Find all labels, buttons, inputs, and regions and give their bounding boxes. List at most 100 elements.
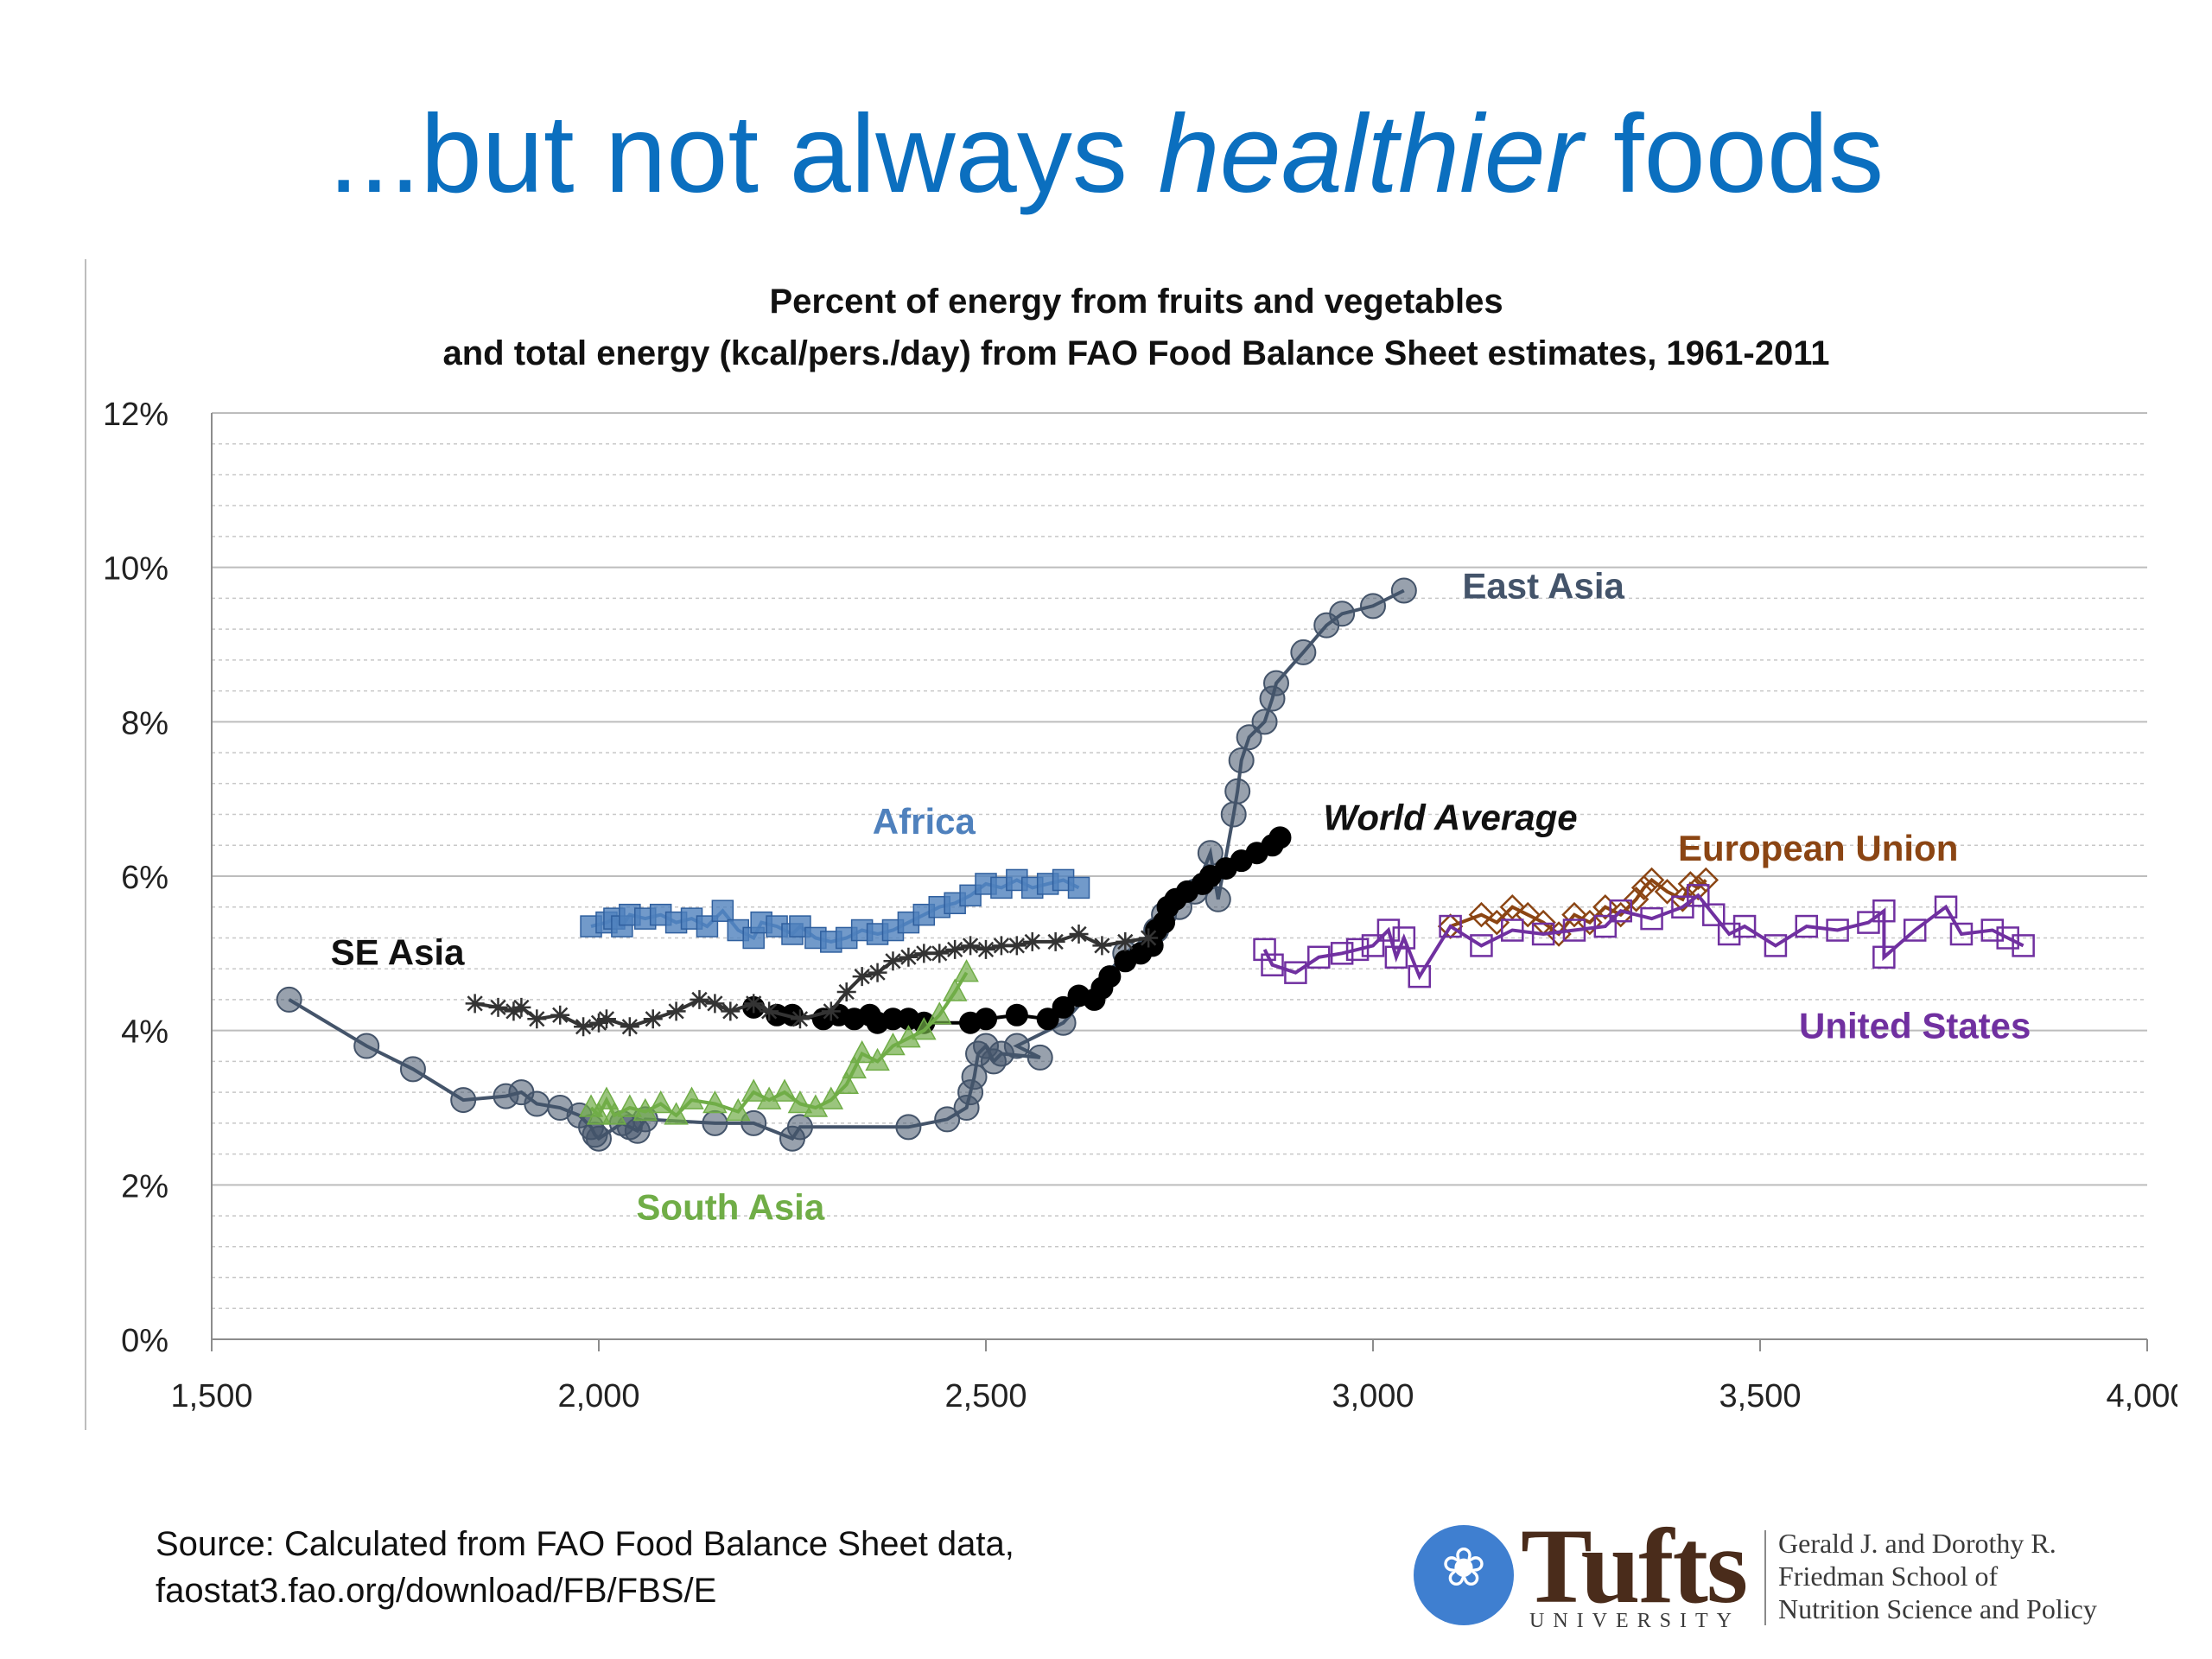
x-tick-label: 2,000 (557, 1378, 639, 1414)
data-point (954, 959, 979, 982)
series-line (1449, 877, 1707, 937)
data-point (1408, 964, 1432, 988)
data-point (959, 884, 982, 907)
series-se-asia (465, 925, 1159, 1037)
data-point (1052, 995, 1075, 1019)
data-point (914, 944, 934, 963)
data-point (1515, 901, 1541, 928)
data-point (821, 1001, 841, 1021)
data-point (868, 963, 887, 982)
data-point (1732, 914, 1757, 938)
data-point (976, 939, 995, 959)
series-line (1262, 893, 2024, 981)
data-point (836, 982, 856, 1001)
data-point (760, 1001, 779, 1021)
data-point (1263, 670, 1289, 696)
title-part: ...but not always (327, 92, 1159, 216)
data-point (744, 994, 764, 1014)
data-point (504, 1001, 524, 1021)
data-point (852, 967, 872, 987)
y-tick-label: 0% (121, 1323, 168, 1359)
data-point (1376, 918, 1401, 942)
data-point (1345, 938, 1370, 962)
data-point (1484, 909, 1510, 936)
data-point (705, 994, 725, 1014)
data-point (1220, 801, 1247, 828)
x-tick-label: 3,000 (1332, 1378, 1414, 1414)
data-point (1098, 965, 1122, 988)
data-point (1949, 922, 1974, 946)
x-tick-label: 1,500 (170, 1378, 252, 1414)
data-point (1687, 884, 1710, 907)
y-tick-label: 2% (121, 1168, 168, 1205)
data-point (702, 1109, 728, 1136)
data-point (1468, 901, 1495, 928)
data-point (1005, 1003, 1028, 1027)
data-point (1640, 906, 1663, 931)
data-point (1531, 922, 1555, 946)
logo-wordmark: Tufts (1521, 1507, 1748, 1625)
data-point (1361, 934, 1385, 957)
data-point (1693, 867, 1719, 893)
data-point (1872, 945, 1896, 969)
x-tick-label: 4,000 (2106, 1378, 2177, 1414)
chart-frame: Percent of energy from fruits and vegeta… (85, 259, 2177, 1430)
data-point (926, 1001, 952, 1025)
data-point (842, 1055, 867, 1079)
data-point (1329, 601, 1356, 627)
data-point (721, 1001, 741, 1021)
data-point (1022, 931, 1042, 951)
data-point (1499, 893, 1526, 920)
tufts-seal-icon: ❀ (1414, 1525, 1514, 1625)
data-point (945, 939, 965, 959)
series-united-states (1253, 884, 2035, 988)
x-tick-label: 3,500 (1719, 1378, 1801, 1414)
source-line: Source: Calculated from FAO Food Balance… (156, 1525, 1014, 1563)
school-line: Nutrition Science and Policy (1778, 1593, 2097, 1624)
data-point (1307, 945, 1331, 969)
data-point (1139, 928, 1159, 948)
x-tick-label: 2,500 (944, 1378, 1027, 1414)
data-point (620, 1017, 639, 1037)
data-point (834, 1071, 859, 1094)
data-point (1980, 918, 2005, 942)
data-point (550, 1005, 570, 1025)
data-point (1638, 867, 1665, 893)
data-point (895, 1114, 922, 1141)
source-note: Source: Calculated from FAO Food Balance… (156, 1521, 1014, 1614)
data-point (1677, 871, 1704, 897)
logo-university: UNIVERSITY (1529, 1610, 1740, 1632)
data-point (679, 1086, 704, 1109)
data-point (1717, 922, 1741, 946)
school-line: Friedman School of (1778, 1560, 1999, 1592)
series-south-asia (578, 959, 979, 1125)
data-point (1067, 876, 1090, 899)
data-point (1027, 1044, 1053, 1071)
title-part: foods (1582, 92, 1885, 216)
data-point (648, 1090, 673, 1114)
data-point (818, 1086, 844, 1109)
seal-glyph: ❀ (1441, 1535, 1486, 1599)
series-label: European Union (1678, 828, 1958, 868)
data-point (450, 1087, 477, 1114)
series-africa (580, 868, 1090, 953)
data-point (1236, 724, 1262, 751)
y-tick-label: 12% (103, 397, 168, 433)
data-point (1360, 593, 1386, 620)
source-line: faostat3.fao.org/download/FB/FBS/E (156, 1572, 717, 1610)
data-point (912, 1017, 937, 1040)
data-point (527, 1009, 547, 1029)
data-point (574, 1017, 594, 1037)
data-point (1872, 899, 1896, 923)
data-point (1654, 879, 1681, 905)
data-point (849, 1039, 874, 1064)
data-point (666, 1001, 686, 1021)
data-point (1224, 778, 1251, 804)
data-point (1003, 1033, 1030, 1059)
data-point (1284, 961, 1307, 984)
page-title: ...but not always healthier foods (0, 99, 2212, 210)
y-tick-label: 6% (121, 860, 168, 896)
data-point (1996, 926, 2019, 950)
data-point (1069, 925, 1089, 944)
data-point (1290, 639, 1317, 665)
